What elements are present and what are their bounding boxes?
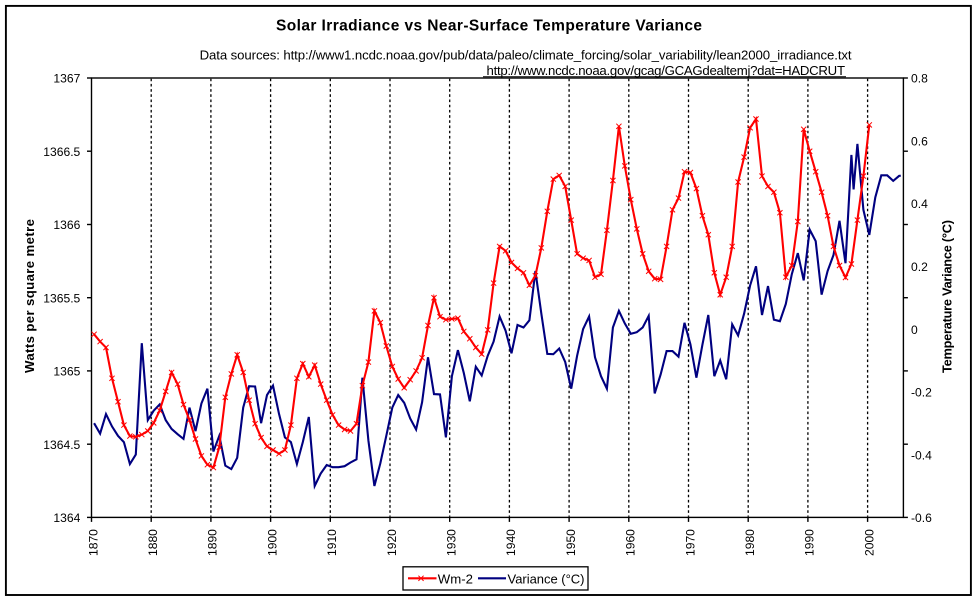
svg-text:0.4: 0.4 [911, 197, 928, 211]
svg-text:Wm-2: Wm-2 [438, 571, 473, 586]
svg-text:1870: 1870 [86, 529, 100, 556]
svg-text:0: 0 [911, 323, 918, 337]
svg-text:1365: 1365 [53, 365, 80, 379]
svg-text:1367: 1367 [53, 72, 80, 86]
svg-text:1366.5: 1366.5 [43, 145, 80, 159]
svg-text:1920: 1920 [385, 529, 399, 556]
svg-text:2000: 2000 [862, 529, 876, 556]
svg-text:1990: 1990 [803, 529, 817, 556]
svg-text:0.8: 0.8 [911, 72, 928, 86]
svg-text:1960: 1960 [624, 529, 638, 556]
svg-text:-0.4: -0.4 [911, 448, 932, 462]
svg-text:0.6: 0.6 [911, 135, 928, 149]
svg-text:1880: 1880 [146, 529, 160, 556]
svg-text:1364: 1364 [53, 511, 80, 525]
svg-text:1910: 1910 [325, 529, 339, 556]
svg-text:1940: 1940 [504, 529, 518, 556]
svg-text:1980: 1980 [743, 529, 757, 556]
svg-text:1970: 1970 [683, 529, 697, 556]
svg-text:Watts per square metre: Watts per square metre [22, 219, 37, 373]
svg-text:-0.6: -0.6 [911, 511, 932, 525]
svg-text:Variance (°C): Variance (°C) [508, 571, 585, 586]
svg-text:1364.5: 1364.5 [43, 438, 80, 452]
svg-text:1365.5: 1365.5 [43, 291, 80, 305]
svg-text:1930: 1930 [445, 529, 459, 556]
svg-text:1366: 1366 [53, 218, 80, 232]
svg-text:-0.2: -0.2 [911, 386, 932, 400]
svg-text:Solar Irradiance vs Near-Surfa: Solar Irradiance vs Near-Surface Tempera… [276, 18, 702, 35]
svg-text:Data sources: http://www1.ncdc: Data sources: http://www1.ncdc.noaa.gov/… [200, 47, 852, 62]
svg-text:1900: 1900 [265, 529, 279, 556]
svg-text:http://www.ncdc.noaa.gov/gcag/: http://www.ncdc.noaa.gov/gcag/GCAGdealte… [487, 63, 846, 78]
svg-text:0.2: 0.2 [911, 260, 928, 274]
svg-text:1950: 1950 [564, 529, 578, 556]
svg-text:1890: 1890 [206, 529, 220, 556]
svg-text:Temperature Variance (°C): Temperature Variance (°C) [940, 220, 955, 373]
